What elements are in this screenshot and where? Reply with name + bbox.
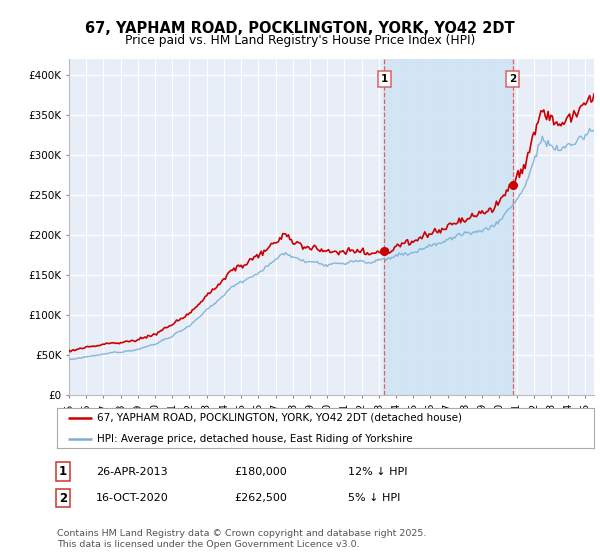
- Text: £180,000: £180,000: [234, 466, 287, 477]
- Bar: [385, 59, 513, 395]
- Text: 2: 2: [59, 492, 67, 505]
- Text: HPI: Average price, detached house, East Riding of Yorkshire: HPI: Average price, detached house, East…: [97, 434, 413, 444]
- Text: 2: 2: [509, 74, 517, 84]
- Text: 16-OCT-2020: 16-OCT-2020: [96, 493, 169, 503]
- Text: 5% ↓ HPI: 5% ↓ HPI: [348, 493, 400, 503]
- Text: 26-APR-2013: 26-APR-2013: [96, 466, 167, 477]
- Text: 67, YAPHAM ROAD, POCKLINGTON, YORK, YO42 2DT (detached house): 67, YAPHAM ROAD, POCKLINGTON, YORK, YO42…: [97, 413, 462, 423]
- Text: £262,500: £262,500: [234, 493, 287, 503]
- Text: 1: 1: [381, 74, 388, 84]
- Text: Price paid vs. HM Land Registry's House Price Index (HPI): Price paid vs. HM Land Registry's House …: [125, 34, 475, 46]
- Text: 12% ↓ HPI: 12% ↓ HPI: [348, 466, 407, 477]
- Text: 67, YAPHAM ROAD, POCKLINGTON, YORK, YO42 2DT: 67, YAPHAM ROAD, POCKLINGTON, YORK, YO42…: [85, 21, 515, 36]
- Text: Contains HM Land Registry data © Crown copyright and database right 2025.
This d: Contains HM Land Registry data © Crown c…: [57, 529, 427, 549]
- Text: 1: 1: [59, 465, 67, 478]
